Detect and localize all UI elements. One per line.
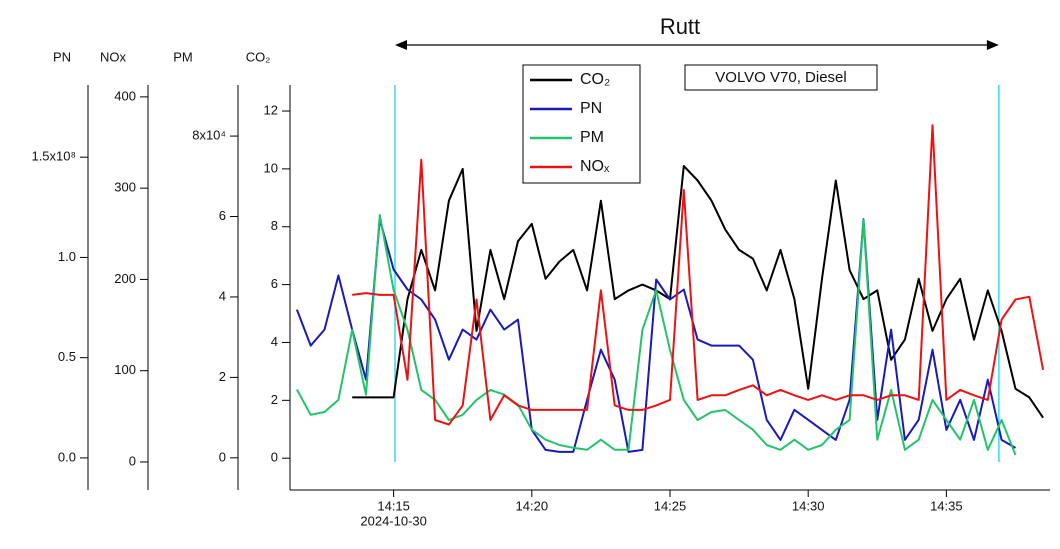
y-tick-label: 4 (271, 334, 278, 349)
x-tick-label: 14:30 (792, 498, 825, 513)
y-tick-label: 1.5x10⁸ (31, 149, 76, 164)
y-tick-label: 0.0 (58, 449, 76, 464)
x-tick-label: 14:25 (654, 498, 687, 513)
y-tick-label: 2 (219, 369, 226, 384)
legend-label: PN (580, 100, 602, 117)
y-tick-label: 6 (219, 208, 226, 223)
annotation: Rutt (660, 14, 700, 39)
y-tick-label: 8 (271, 218, 278, 233)
y-tick-label: 2 (271, 392, 278, 407)
axis-title: CO₂ (246, 49, 271, 64)
x-tick-label: 14:35 (930, 498, 963, 513)
legend-label: PM (580, 129, 604, 146)
y-tick-label: 400 (114, 88, 136, 103)
axis-title: PM (173, 49, 193, 64)
y-tick-label: 100 (114, 362, 136, 377)
series-line (352, 165, 1044, 419)
y-tick-label: 0.5 (58, 349, 76, 364)
legend-label: CO₂ (580, 71, 610, 88)
x-date-label: 2024-10-30 (360, 513, 427, 528)
y-tick-label: 0 (129, 453, 136, 468)
y-tick-label: 300 (114, 180, 136, 195)
y-tick-label: 200 (114, 271, 136, 286)
y-tick-label: 1.0 (58, 249, 76, 264)
x-tick-label: 14:20 (516, 498, 549, 513)
legend-box (522, 64, 641, 184)
legend-label: NOₓ (580, 158, 610, 175)
vehicle-label: VOLVO V70, Diesel (715, 69, 846, 86)
axis-title: PN (53, 49, 71, 64)
series-line (296, 213, 1017, 456)
series-line (295, 218, 1016, 453)
y-tick-label: 6 (271, 276, 278, 291)
vehicle-box (684, 64, 878, 91)
axis-title: NOx (100, 49, 127, 64)
x-tick-label: 14:15 (377, 498, 410, 513)
y-tick-label: 0 (219, 449, 226, 464)
y-tick-label: 8x10⁴ (192, 128, 226, 143)
y-tick-label: 12 (264, 102, 278, 117)
y-tick-label: 0 (271, 450, 278, 465)
series-line (352, 124, 1045, 426)
y-tick-label: 10 (264, 160, 278, 175)
y-tick-label: 4 (219, 288, 226, 303)
